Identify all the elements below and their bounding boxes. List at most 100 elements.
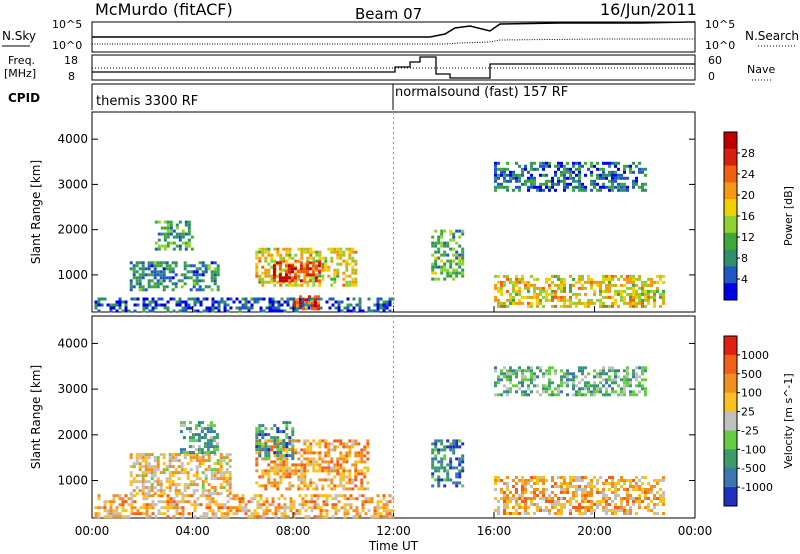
velocity-data-cell <box>301 500 305 504</box>
velocity-data-cell <box>106 515 110 519</box>
velocity-data-cell <box>346 509 350 513</box>
power-data-cell <box>291 283 295 287</box>
velocity-data-cell <box>376 500 380 504</box>
power-data-cell <box>305 298 308 302</box>
velocity-data-cell <box>124 515 128 519</box>
velocity-data-cell <box>258 424 262 428</box>
power-data-cell <box>175 226 179 230</box>
velocity-data-cell <box>623 369 626 373</box>
power-data-cell <box>512 289 515 293</box>
power-data-cell <box>623 176 626 180</box>
velocity-data-cell <box>207 489 211 493</box>
velocity-data-cell <box>316 515 320 519</box>
velocity-data-cell <box>336 460 340 464</box>
velocity-data-cell <box>226 515 230 519</box>
velocity-data-cell <box>524 500 527 503</box>
velocity-data-cell <box>319 494 323 498</box>
velocity-data-cell <box>342 478 346 482</box>
velocity-data-cell <box>124 500 128 504</box>
power-data-cell <box>623 277 626 281</box>
velocity-data-cell <box>129 492 133 496</box>
power-data-cell <box>563 179 566 183</box>
power-data-cell <box>644 182 647 186</box>
velocity-data-cell <box>611 482 614 485</box>
velocity-data-cell <box>431 451 435 455</box>
velocity-data-cell <box>554 387 557 391</box>
power-data-cell <box>148 300 152 304</box>
power-data-cell <box>605 289 608 293</box>
power-data-cell <box>641 167 644 171</box>
power-data-cell <box>569 182 572 186</box>
velocity-data-cell <box>223 512 227 516</box>
power-data-cell <box>614 185 617 189</box>
velocity-data-cell <box>343 494 347 498</box>
power-data-cell <box>160 244 164 248</box>
velocity-data-cell <box>186 477 190 481</box>
velocity-data-cell <box>229 506 233 510</box>
velocity-data-cell <box>291 433 295 437</box>
power-data-cell <box>620 289 623 293</box>
velocity-data-cell <box>626 366 629 370</box>
power-data-cell <box>317 307 320 311</box>
velocity-data-cell <box>319 509 323 513</box>
velocity-data-cell <box>157 512 161 516</box>
velocity-data-cell <box>539 369 542 373</box>
power-data-cell <box>650 280 653 284</box>
power-data-cell <box>446 244 450 248</box>
velocity-data-cell <box>587 390 590 394</box>
power-data-cell <box>297 268 301 272</box>
velocity-data-cell <box>376 512 380 516</box>
velocity-colorbar-segment <box>724 430 737 450</box>
velocity-data-cell <box>262 503 266 507</box>
velocity-data-cell <box>288 454 292 458</box>
velocity-data-cell <box>289 506 293 510</box>
power-data-cell <box>527 188 530 192</box>
velocity-data-cell <box>247 515 251 519</box>
velocity-data-cell <box>255 481 259 485</box>
power-data-cell <box>163 226 167 230</box>
velocity-data-cell <box>530 375 533 379</box>
velocity-colorbar-tick-label: 1000 <box>741 349 769 362</box>
velocity-data-cell <box>219 483 223 487</box>
velocity-data-cell <box>521 372 524 376</box>
cpid-program-2: normalsound (fast) 157 RF <box>395 85 568 100</box>
power-data-cell <box>620 176 623 180</box>
velocity-data-cell <box>264 448 268 452</box>
velocity-data-cell <box>542 491 545 494</box>
velocity-data-cell <box>524 393 527 397</box>
velocity-data-cell <box>309 448 313 452</box>
power-data-cell <box>629 295 632 299</box>
velocity-data-cell <box>524 482 527 485</box>
velocity-data-cell <box>506 369 509 373</box>
power-data-cell <box>187 241 191 245</box>
velocity-data-cell <box>578 366 581 370</box>
power-colorbar-tick-label: 20 <box>741 189 755 202</box>
velocity-data-cell <box>175 500 179 504</box>
velocity-data-cell <box>112 509 116 513</box>
power-data-cell <box>178 235 182 239</box>
velocity-data-cell <box>183 486 187 490</box>
velocity-data-cell <box>285 421 289 425</box>
power-data-cell <box>431 241 435 245</box>
velocity-data-cell <box>222 471 226 475</box>
power-data-cell <box>455 274 459 278</box>
velocity-data-cell <box>136 509 140 513</box>
power-data-cell <box>629 274 632 278</box>
power-data-cell <box>271 303 275 307</box>
power-data-cell <box>255 268 259 272</box>
velocity-data-cell <box>635 393 638 397</box>
velocity-data-cell <box>611 509 614 512</box>
velocity-data-cell <box>187 500 191 504</box>
velocity-data-cell <box>590 488 593 491</box>
velocity-data-cell <box>204 468 208 472</box>
velocity-data-cell <box>327 445 331 449</box>
velocity-data-cell <box>354 439 358 443</box>
power-data-cell <box>97 297 101 301</box>
power-data-cell <box>156 261 160 265</box>
power-data-cell <box>452 235 456 239</box>
power-data-cell <box>159 279 163 283</box>
velocity-data-cell <box>201 456 205 460</box>
velocity-data-cell <box>515 500 518 503</box>
velocity-data-cell <box>201 453 205 457</box>
velocity-data-cell <box>593 381 596 385</box>
